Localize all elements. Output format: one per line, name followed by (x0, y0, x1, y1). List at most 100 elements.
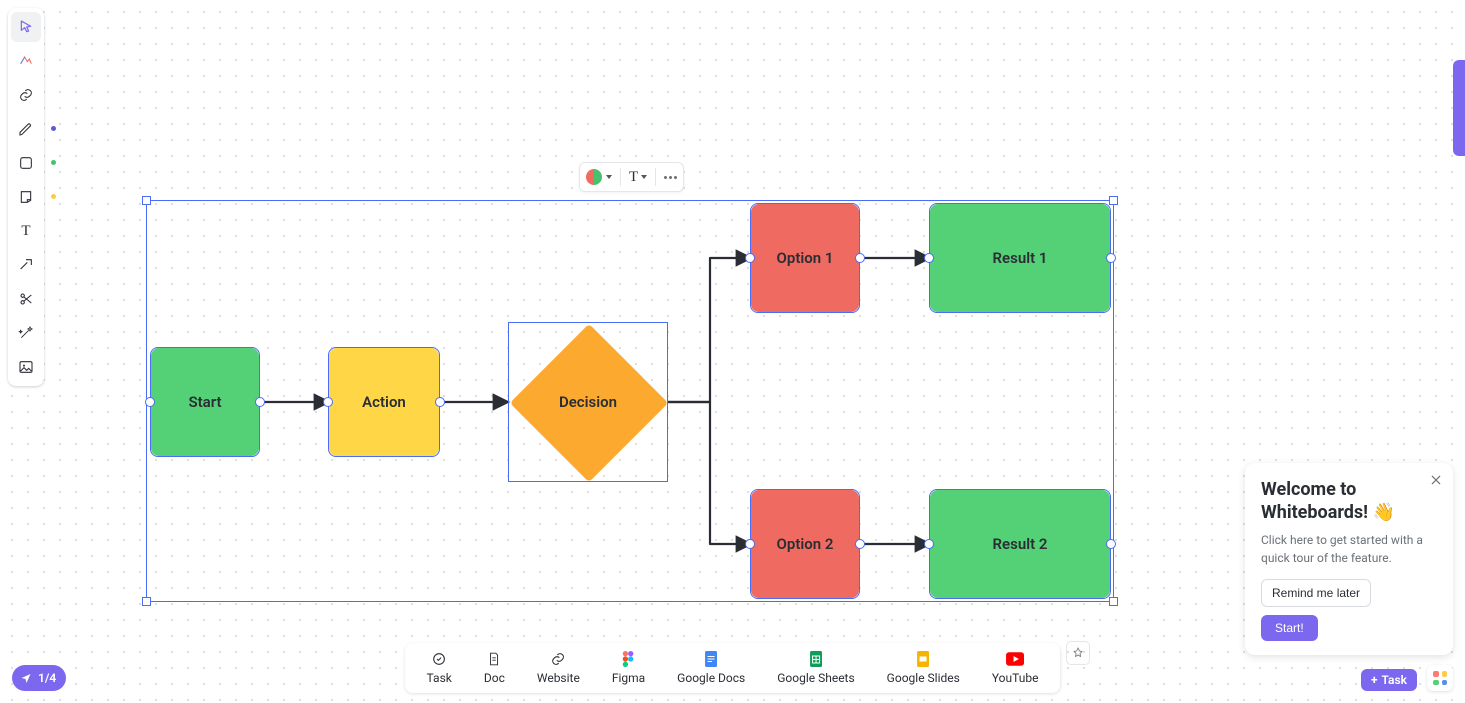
tool-note[interactable] (11, 182, 41, 212)
plus-icon: + (1371, 673, 1378, 687)
shape-icon (18, 155, 34, 171)
port-left[interactable] (745, 253, 755, 263)
format-text[interactable]: T (629, 169, 647, 186)
chevron-down-icon (641, 175, 647, 179)
tool-text[interactable]: T (11, 216, 41, 246)
tool-pen[interactable] (11, 114, 41, 144)
node-label: Option 2 (777, 535, 834, 553)
connector-icon (18, 257, 34, 273)
cursor-icon (18, 19, 34, 35)
port-right[interactable] (1106, 539, 1116, 549)
pin-icon (1072, 647, 1084, 659)
port-left[interactable] (745, 539, 755, 549)
tool-connector[interactable] (11, 250, 41, 280)
task-icon (431, 651, 447, 667)
node-result2[interactable]: Result 2 (930, 490, 1110, 598)
embed-item-link[interactable]: Website (521, 649, 596, 687)
embed-item-label: Google Slides (887, 671, 960, 685)
embed-item-label: Task (427, 671, 452, 685)
embed-item-gslide[interactable]: Google Slides (871, 649, 976, 687)
ai-icon (18, 53, 34, 69)
tool-cursor[interactable] (11, 12, 41, 42)
gsheet-icon (810, 651, 822, 667)
nav-icon (20, 672, 32, 684)
node-label: Decision (509, 393, 667, 411)
scissors-icon (18, 291, 34, 307)
start-tour-button[interactable]: Start! (1261, 615, 1318, 641)
apps-button[interactable] (1427, 665, 1453, 691)
port-right[interactable] (255, 397, 265, 407)
selection-handle-sw[interactable] (142, 597, 151, 606)
text-icon: T (21, 223, 30, 240)
fill-color-icon (586, 169, 602, 185)
port-right[interactable] (1106, 253, 1116, 263)
left-toolbar: T (8, 8, 44, 386)
popover-body: Click here to get started with a quick t… (1261, 532, 1437, 567)
node-label: Action (362, 393, 406, 411)
separator (620, 168, 621, 186)
selection-handle-ne[interactable] (1109, 196, 1118, 205)
node-decision[interactable]: Decision (508, 322, 668, 482)
port-right[interactable] (435, 397, 445, 407)
port-left[interactable] (924, 253, 934, 263)
pin-button[interactable] (1066, 641, 1090, 665)
node-option2[interactable]: Option 2 (751, 490, 859, 598)
format-fill-color[interactable] (586, 169, 612, 185)
tool-image[interactable] (11, 352, 41, 382)
node-start[interactable]: Start (151, 348, 259, 456)
embed-item-task[interactable]: Task (411, 649, 468, 687)
embed-item-label: Figma (612, 671, 645, 685)
node-label: Start (188, 393, 221, 411)
embed-item-label: Google Sheets (777, 671, 854, 685)
link-icon (550, 651, 566, 667)
popover-title: Welcome to Whiteboards! 👋 (1261, 479, 1437, 524)
new-task-pill[interactable]: + Task (1361, 669, 1417, 691)
navigator-label: 1/4 (38, 671, 56, 685)
navigator-pill[interactable]: 1/4 (12, 665, 66, 691)
remind-later-button[interactable]: Remind me later (1261, 579, 1371, 607)
node-label: Option 1 (777, 249, 834, 267)
embed-item-figma[interactable]: Figma (596, 649, 661, 687)
embed-item-gdoc[interactable]: Google Docs (661, 649, 761, 687)
tool-link[interactable] (11, 80, 41, 110)
gslide-icon (917, 651, 929, 667)
node-label: Result 2 (993, 535, 1048, 553)
pen-icon (18, 121, 34, 137)
port-right[interactable] (855, 253, 865, 263)
embed-item-label: Google Docs (677, 671, 745, 685)
node-label: Result 1 (993, 249, 1048, 267)
port-right[interactable] (855, 539, 865, 549)
tool-shape[interactable] (11, 148, 41, 178)
text-icon: T (629, 169, 638, 186)
node-result1[interactable]: Result 1 (930, 204, 1110, 312)
port-left[interactable] (145, 397, 155, 407)
embed-item-label: YouTube (992, 671, 1039, 685)
close-icon (1429, 473, 1443, 487)
embed-bar: Task Doc Website Figma Google Docs Google She… (405, 643, 1061, 693)
tool-magic[interactable] (11, 318, 41, 348)
selection-handle-se[interactable] (1109, 597, 1118, 606)
pen-color-dot (51, 126, 56, 131)
node-option1[interactable]: Option 1 (751, 204, 859, 312)
format-more[interactable] (664, 176, 677, 179)
port-left[interactable] (323, 397, 333, 407)
welcome-popover: Welcome to Whiteboards! 👋 Click here to … (1245, 463, 1453, 655)
doc-icon (487, 651, 501, 667)
node-action[interactable]: Action (329, 348, 439, 456)
chevron-down-icon (606, 175, 612, 179)
popover-close[interactable] (1429, 473, 1443, 487)
tool-scissors[interactable] (11, 284, 41, 314)
format-toolbar: T (579, 162, 684, 192)
right-side-tab[interactable] (1453, 60, 1465, 156)
selection-handle-nw[interactable] (142, 196, 151, 205)
note-icon (18, 189, 34, 205)
gdoc-icon (705, 651, 717, 667)
note-color-dot (51, 194, 56, 199)
embed-item-gsheet[interactable]: Google Sheets (761, 649, 870, 687)
task-pill-label: Task (1382, 673, 1408, 687)
embed-item-label: Website (537, 671, 580, 685)
embed-item-youtube[interactable]: YouTube (976, 649, 1055, 687)
port-left[interactable] (924, 539, 934, 549)
tool-ai[interactable] (11, 46, 41, 76)
embed-item-doc[interactable]: Doc (468, 649, 521, 687)
